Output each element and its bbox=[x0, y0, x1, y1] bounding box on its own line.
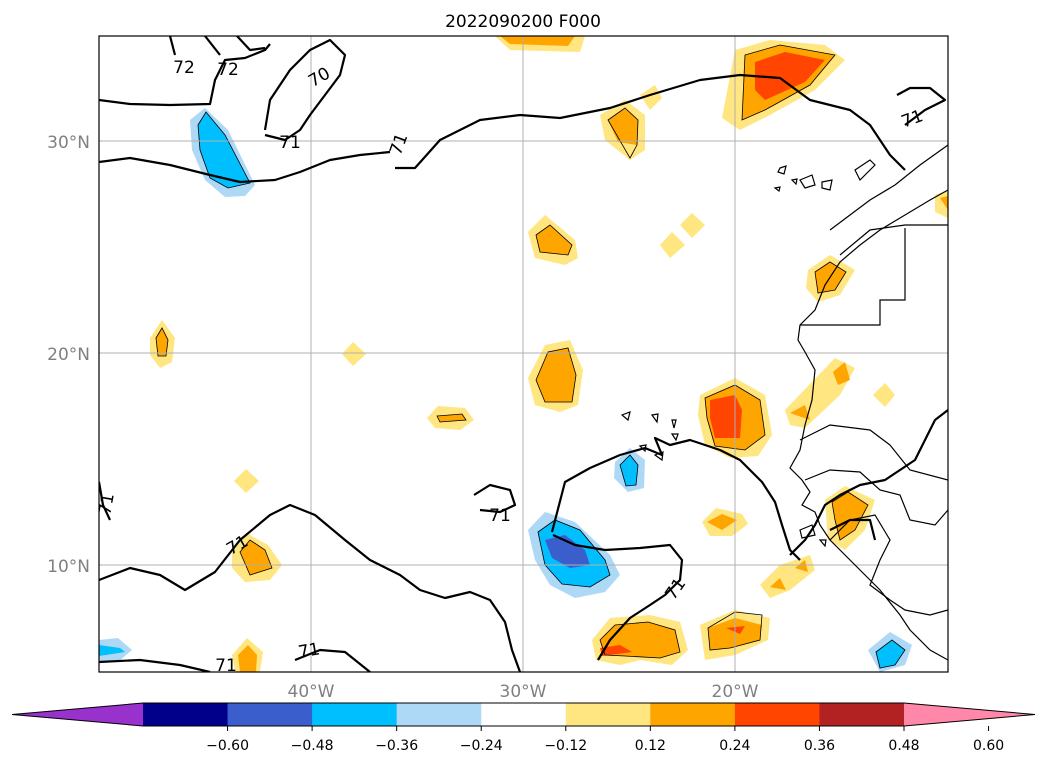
lon-label-20w: 20°W bbox=[712, 682, 759, 702]
colorbar-tick-label: −0.24 bbox=[460, 738, 503, 754]
colorbar-tick-label: 0.48 bbox=[888, 738, 919, 754]
contour-label: 71 bbox=[297, 639, 322, 662]
colorbar-outline bbox=[11, 702, 1036, 727]
colorbar-tick-label: −0.48 bbox=[291, 738, 334, 754]
contour-label: 72 bbox=[173, 58, 195, 78]
colorbar: −0.60 −0.48 −0.36 −0.24 −0.12 0.12 0.24 0.36 0.4… bbox=[11, 702, 1036, 754]
lat-label-30n: 30°N bbox=[47, 133, 90, 153]
colorbar-segment bbox=[143, 703, 229, 726]
colorbar-tick-label: −0.36 bbox=[375, 738, 418, 754]
contour-label: 71 bbox=[95, 492, 118, 517]
gridlines bbox=[99, 36, 948, 672]
colorbar-extend-high bbox=[904, 703, 1035, 726]
colorbar-tick-label: 0.24 bbox=[719, 738, 750, 754]
colorbar-tick-label: 0.36 bbox=[804, 738, 835, 754]
height-contours bbox=[99, 36, 948, 672]
colorbar-tick-label: 0.60 bbox=[973, 738, 1004, 754]
colorbar-tick-label: −0.60 bbox=[206, 738, 249, 754]
contour-label: 71 bbox=[279, 133, 301, 153]
colorbar-segment bbox=[227, 703, 313, 726]
map-title: 2022090200 F000 bbox=[445, 12, 601, 32]
colorbar-segment bbox=[312, 703, 398, 726]
colorbar-tick-label: 0.12 bbox=[635, 738, 666, 754]
map-frame bbox=[98, 35, 949, 673]
lat-label-10n: 10°N bbox=[47, 557, 90, 577]
colorbar-segment bbox=[734, 703, 820, 726]
lon-label-30w: 30°W bbox=[500, 682, 547, 702]
colorbar-segment bbox=[819, 703, 905, 726]
map-area: 72 72 70 71 71 71 71 71 71 71 71 71 bbox=[95, 36, 948, 676]
colorbar-extend-low bbox=[12, 703, 143, 726]
colorbar-tick-label: −0.12 bbox=[544, 738, 587, 754]
colorbar-segment bbox=[565, 703, 651, 726]
colorbar-segment bbox=[650, 703, 736, 726]
colorbar-segment bbox=[481, 703, 567, 726]
contour-label: 71 bbox=[489, 506, 511, 526]
lat-label-20n: 20°N bbox=[47, 345, 90, 365]
contour-label: 71 bbox=[215, 656, 237, 676]
lon-label-40w: 40°W bbox=[288, 682, 335, 702]
colorbar-segment bbox=[396, 703, 482, 726]
coastlines bbox=[620, 144, 948, 661]
contour-label: 72 bbox=[217, 60, 239, 80]
